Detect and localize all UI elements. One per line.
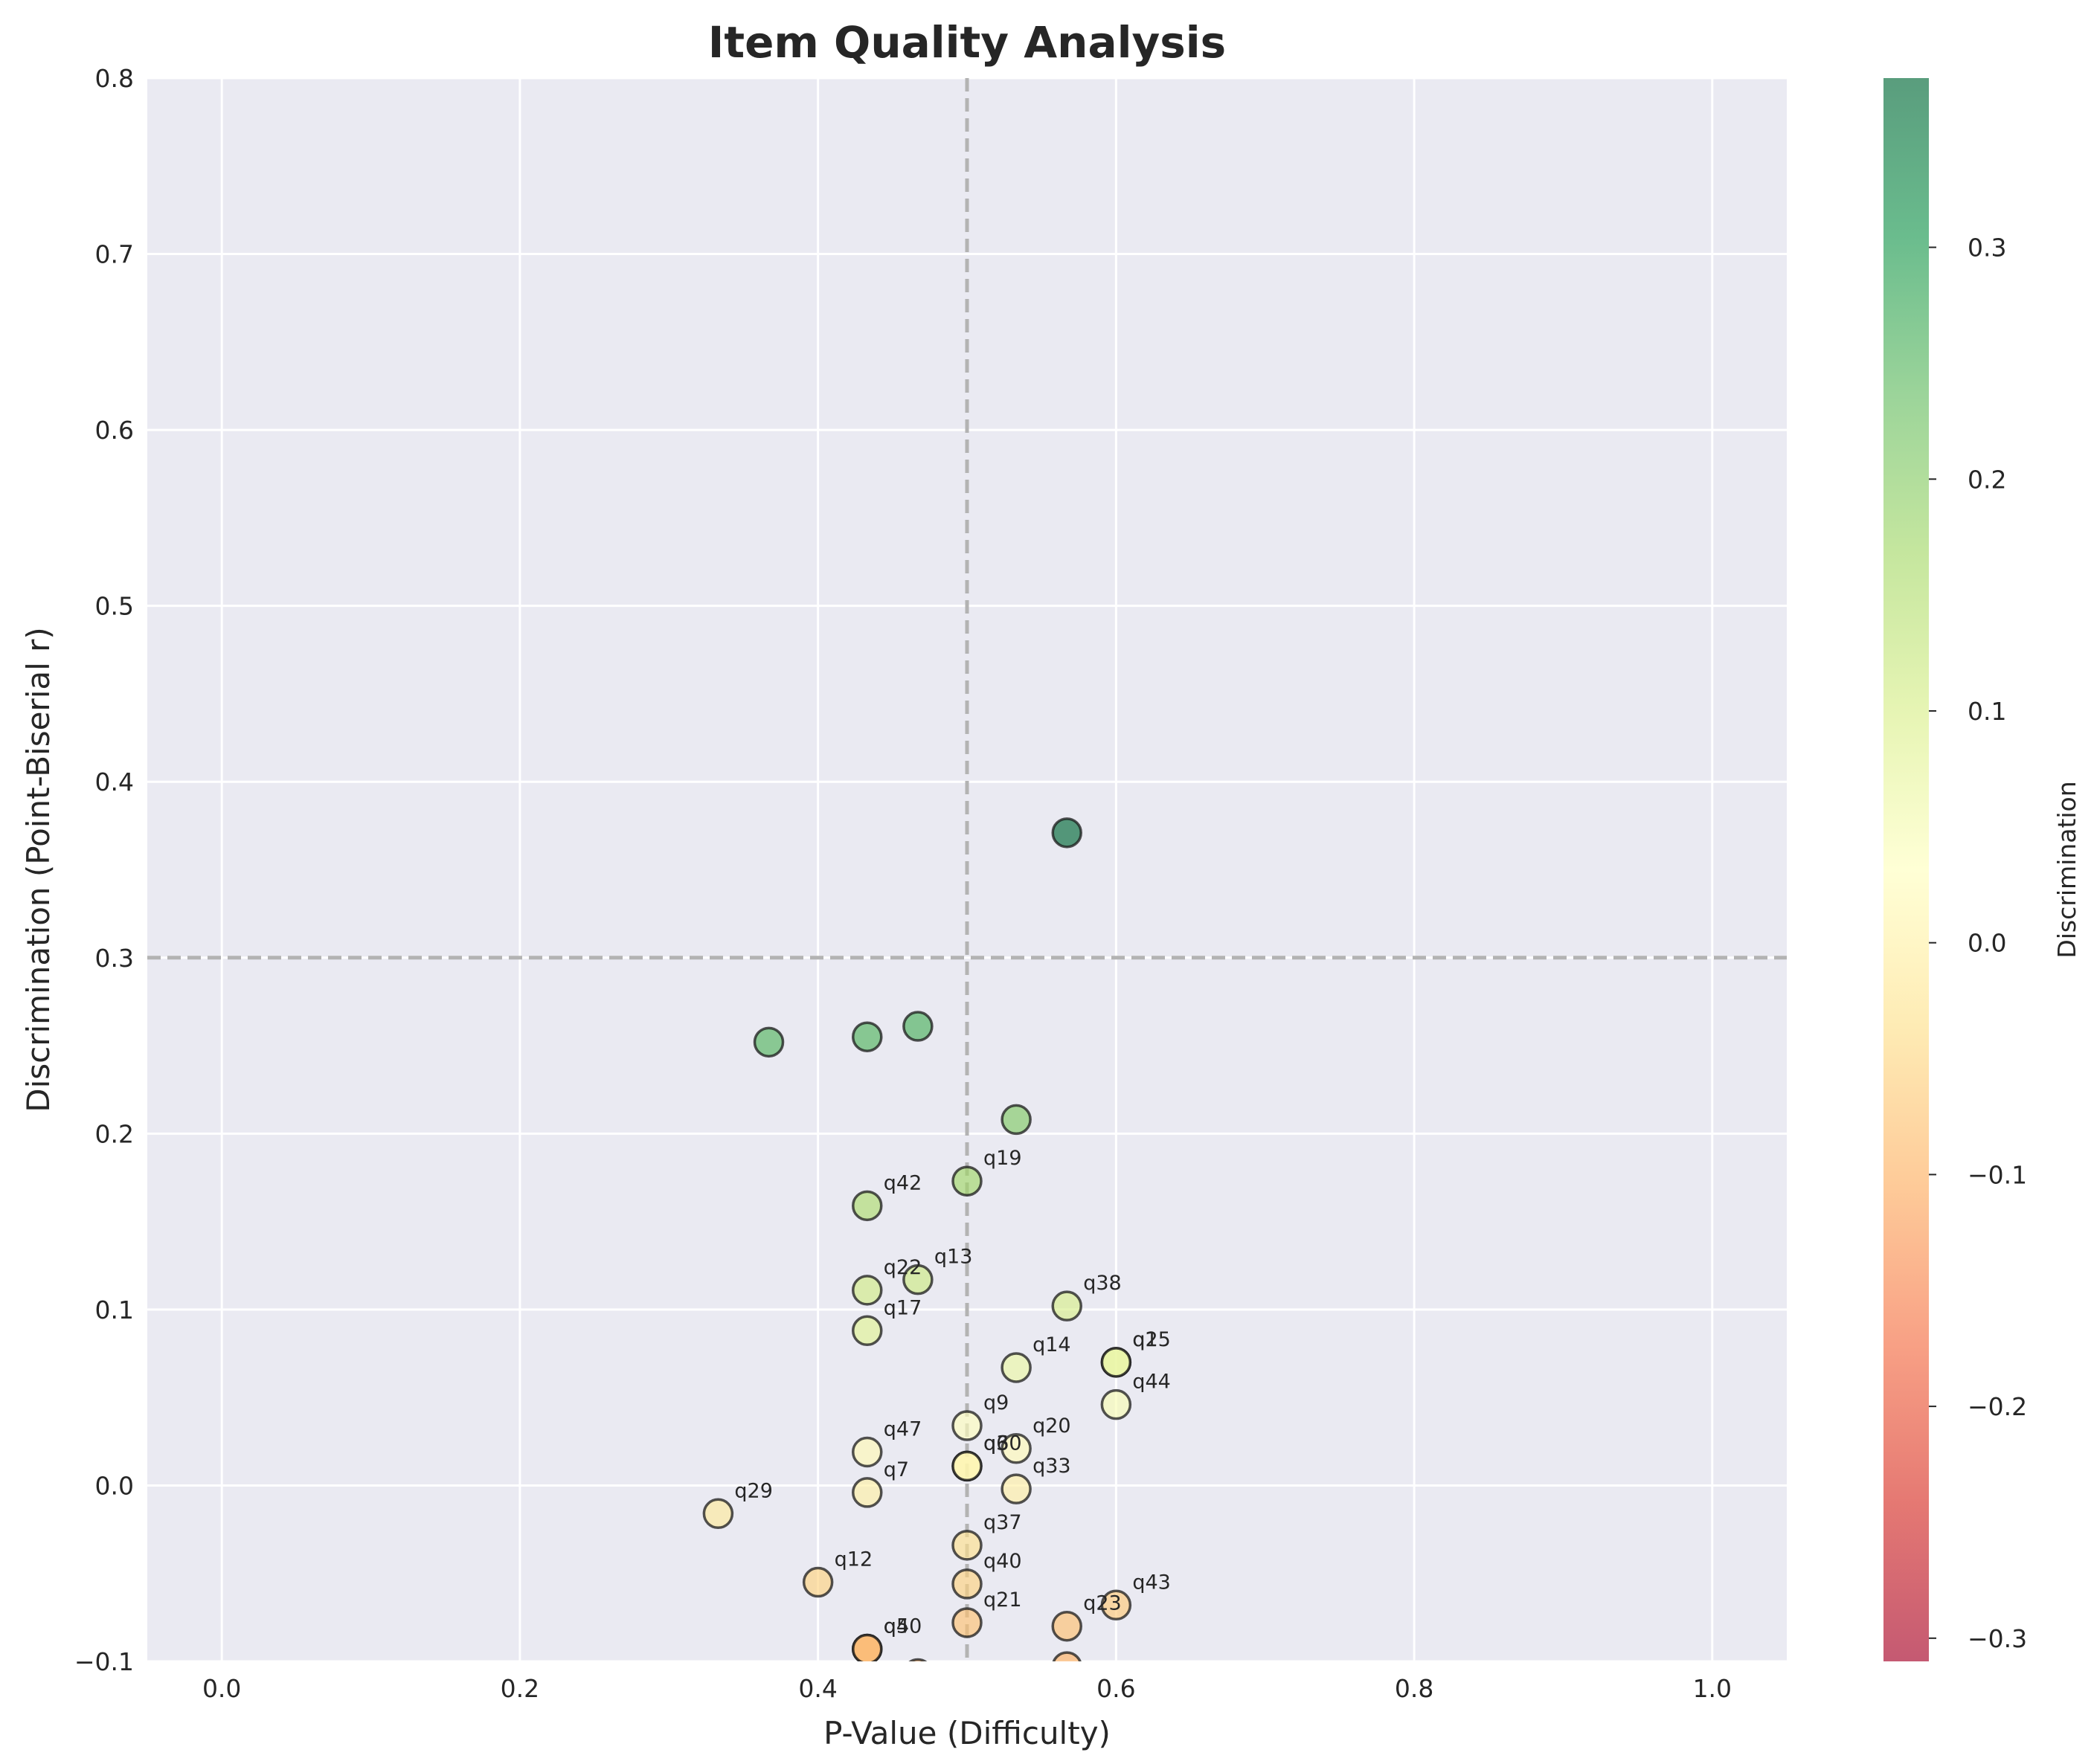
y-tick-label: 0.8 [95,64,134,93]
point-label: q21 [983,1588,1022,1612]
y-axis-ticks: −0.1 0.0 0.1 0.2 0.3 0.4 0.5 0.6 0.7 0.8 [74,64,134,1676]
data-point [852,1436,883,1468]
reference-lines [147,78,1787,1661]
colorbar-label: Discrimination [2052,781,2081,958]
data-point [852,1275,883,1306]
x-tick-label: 0.8 [1395,1674,1433,1703]
data-point [951,1607,983,1638]
y-tick-label: 0.5 [95,592,134,621]
data-point [1001,1352,1032,1383]
data-point [852,1190,883,1222]
point-label: q19 [983,1147,1022,1170]
point-label: q25 [1132,1328,1171,1351]
y-tick-label: 0.3 [95,944,134,973]
point-label: q13 [934,1246,973,1269]
point-label: q40 [983,1550,1022,1573]
data-point [951,1410,983,1441]
data-point [852,1315,883,1347]
data-point [902,1264,934,1295]
data-point [951,1568,983,1600]
point-label: q42 [884,1171,922,1194]
data-point [1100,1388,1132,1420]
y-tick-label: −0.1 [74,1647,134,1676]
colorbar-tick-label: −0.2 [1968,1392,2027,1421]
data-point [951,1165,983,1197]
y-tick-label: 0.4 [95,767,134,796]
point-label: q4 [884,1615,909,1638]
point-label: q50 [884,1615,922,1638]
y-tick-label: 0.2 [95,1119,134,1148]
point-label: q23 [1083,1592,1122,1615]
data-point [1051,1610,1082,1642]
point-label: q14 [1032,1333,1071,1356]
point-label: q12 [835,1548,873,1571]
data-point [1001,1433,1032,1464]
y-tick-label: 0.1 [95,1295,134,1324]
data-point [702,1498,734,1530]
point-label: q43 [1132,1571,1171,1594]
point-label: q7 [884,1458,909,1481]
colorbar-tick-label: 0.0 [1968,929,2006,958]
colorbar-tick-label: 0.3 [1968,234,2006,263]
colorbar-tick-label: 0.2 [1968,465,2006,494]
point-label: q38 [1083,1272,1122,1295]
point-label: q29 [734,1479,773,1502]
data-point [852,1633,883,1661]
data-points [702,817,1132,1661]
point-label: q22 [884,1256,922,1279]
data-point [802,1566,834,1598]
colorbar [1883,78,1929,1661]
point-label: q30 [983,1432,1022,1455]
x-tick-label: 1.0 [1693,1674,1732,1703]
point-label: q1 [1132,1328,1157,1351]
data-point [1100,1347,1132,1378]
colorbar-tick-label: −0.1 [1968,1160,2027,1189]
point-label: q20 [1032,1414,1071,1438]
point-label: q33 [1032,1455,1071,1478]
x-tick-label: 0.4 [798,1674,837,1703]
point-label: q47 [884,1417,922,1441]
y-tick-label: 0.0 [95,1471,134,1500]
point-label: q37 [983,1511,1022,1534]
colorbar-tick-label: 0.1 [1968,697,2006,726]
x-tick-label: 0.6 [1096,1674,1135,1703]
data-point [1100,1589,1132,1621]
data-point [908,1658,928,1661]
x-tick-label: 0.0 [202,1674,241,1703]
y-axis-label: Discrimination (Point-Biserial r) [20,627,57,1113]
data-point [1001,1104,1032,1136]
chart-title: Item Quality Analysis [708,17,1226,68]
x-axis-ticks: 0.0 0.2 0.4 0.6 0.8 1.0 [202,1674,1732,1703]
y-tick-label: 0.6 [95,416,134,445]
data-point [852,1477,883,1508]
colorbar-tick-label: −0.3 [1968,1624,2027,1653]
y-tick-label: 0.7 [95,240,134,269]
x-axis-label: P-Value (Difficulty) [823,1715,1111,1751]
point-label: q6 [983,1432,1009,1455]
colorbar-ticks: 0.3 0.2 0.1 0.0 −0.1 −0.2 −0.3 [1929,234,2027,1653]
point-label: q17 [884,1296,922,1319]
data-point [902,1011,934,1042]
data-point [1001,1473,1032,1504]
data-point [951,1530,983,1561]
data-point [951,1450,983,1482]
data-point [1052,1651,1082,1661]
point-label: q44 [1132,1371,1171,1394]
data-point [1051,817,1082,849]
data-point [753,1026,785,1058]
x-tick-label: 0.2 [501,1674,539,1703]
data-point [852,1021,883,1052]
point-label: q9 [983,1391,1009,1414]
data-point [1051,1290,1082,1322]
